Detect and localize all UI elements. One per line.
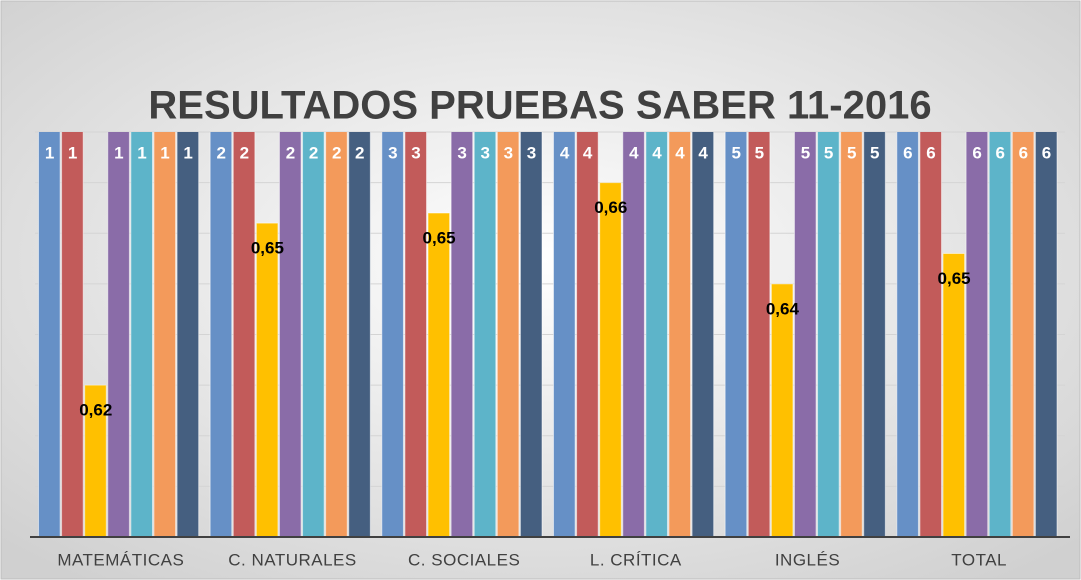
data-label: 5 — [847, 143, 856, 162]
data-label: 5 — [731, 143, 740, 162]
data-label: 6 — [926, 143, 935, 162]
data-label: 4 — [583, 143, 593, 162]
data-label: 3 — [388, 143, 397, 162]
data-label: 1 — [68, 143, 77, 162]
data-label: 1 — [183, 143, 192, 162]
data-label: 3 — [411, 143, 420, 162]
bar — [599, 182, 622, 538]
data-label: 0,65 — [251, 239, 284, 258]
data-label: 6 — [903, 143, 912, 162]
data-label: 1 — [45, 143, 54, 162]
data-label: 4 — [698, 143, 708, 162]
data-label: 5 — [755, 143, 764, 162]
data-label: 3 — [457, 143, 466, 162]
x-tick-label: L. CRÍTICA — [590, 550, 682, 569]
data-label: 1 — [160, 143, 169, 162]
data-label: 1 — [137, 143, 146, 162]
data-label: 0,62 — [79, 401, 112, 420]
data-label: 3 — [481, 143, 490, 162]
data-label: 0,65 — [423, 228, 456, 247]
x-tick-label: C. SOCIALES — [408, 550, 520, 569]
data-label: 6 — [996, 143, 1005, 162]
data-label: 0,66 — [594, 198, 627, 217]
data-label: 2 — [332, 143, 341, 162]
data-label: 5 — [824, 143, 833, 162]
data-label: 4 — [629, 143, 639, 162]
x-tick-label: INGLÉS — [775, 550, 840, 569]
data-label: 1 — [114, 143, 123, 162]
data-label: 0,64 — [766, 299, 800, 318]
data-label: 2 — [355, 143, 364, 162]
chart-title: RESULTADOS PRUEBAS SABER 11-2016 — [148, 84, 931, 128]
bar — [770, 283, 794, 538]
data-label: 4 — [652, 143, 662, 162]
x-tick-label: MATEMÁTICAS — [57, 550, 184, 569]
data-label: 6 — [1019, 143, 1028, 162]
data-label: 4 — [675, 143, 685, 162]
data-label: 2 — [309, 143, 318, 162]
x-tick-label: C. NATURALES — [228, 550, 357, 569]
bar — [942, 253, 966, 538]
data-label: 2 — [216, 143, 225, 162]
data-label: 5 — [801, 143, 810, 162]
data-label: 2 — [240, 143, 249, 162]
data-label: 4 — [560, 143, 570, 162]
data-label: 2 — [286, 143, 295, 162]
bar — [255, 222, 279, 538]
data-label: 6 — [1042, 143, 1051, 162]
data-label: 6 — [972, 143, 981, 162]
x-tick-label: TOTAL — [951, 550, 1007, 569]
data-label: 5 — [870, 143, 879, 162]
data-label: 3 — [527, 143, 536, 162]
bar — [427, 212, 451, 538]
data-label: 0,65 — [938, 269, 971, 288]
data-label: 3 — [504, 143, 513, 162]
